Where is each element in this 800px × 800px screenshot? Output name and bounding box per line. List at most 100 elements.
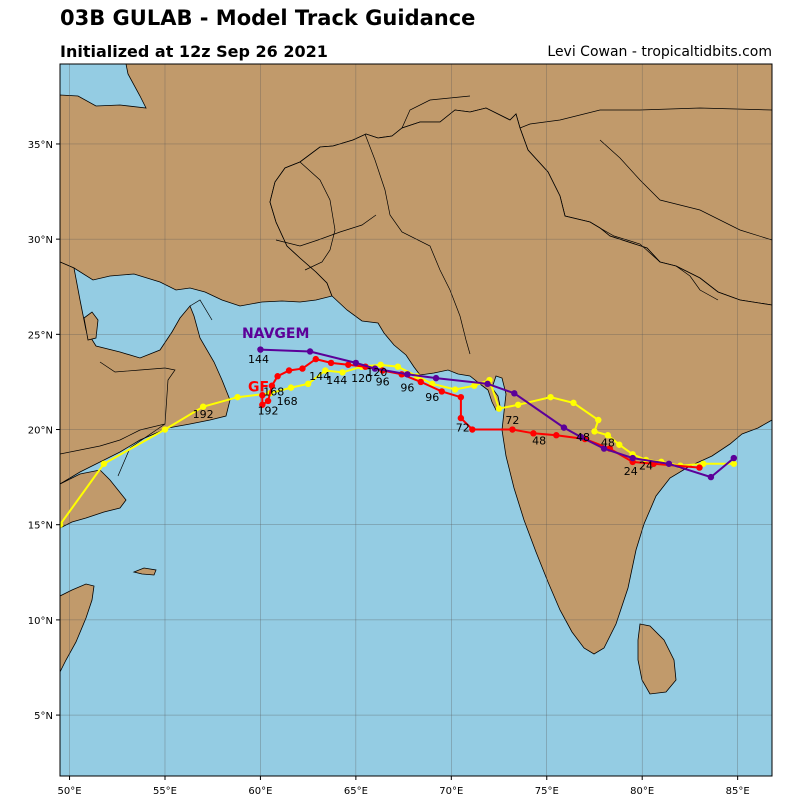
track-point (600, 445, 608, 452)
tick-label-lat: 30°N (28, 235, 53, 246)
track-point (60, 521, 64, 528)
track-point (530, 430, 537, 437)
track-point (560, 424, 568, 431)
model-tracks (60, 346, 738, 528)
forecast-hour-label: 144 (326, 374, 347, 387)
tick-label-lon: 65°E (344, 786, 368, 797)
forecast-hour-label: 168 (263, 385, 284, 398)
track-point (457, 393, 465, 401)
track-point (268, 382, 276, 389)
track-point (469, 426, 476, 433)
tick-label-lon: 50°E (58, 786, 82, 797)
track-point (371, 365, 379, 372)
forecast-hour-label: 192 (258, 404, 279, 417)
tick-label-lat: 5°N (34, 711, 53, 722)
track-point (306, 348, 314, 355)
axis-ticks: 50°E 55°E 60°E 65°E 70°E 75°E 80°E 85°E 5°N 10°N 1… (28, 140, 750, 797)
track-point (377, 361, 384, 368)
init-time: Initialized at 12z Sep 26 2021 (60, 42, 328, 61)
track-point (274, 373, 281, 380)
track-point (327, 359, 335, 367)
track-point (322, 367, 329, 374)
forecast-hour-label: 144 (248, 353, 269, 366)
track-point (514, 401, 522, 408)
track-point (438, 388, 445, 395)
track-point (595, 416, 602, 424)
forecast-hour-label: 24 (624, 465, 638, 478)
track-point (100, 460, 108, 467)
track-point (161, 426, 169, 433)
track-point (604, 432, 612, 439)
map-frame (59, 63, 773, 777)
forecast-hour-label: 192 (193, 408, 214, 421)
track-point (484, 380, 491, 388)
forecast-hour-label: 48 (576, 431, 590, 444)
tick-label-lat: 25°N (28, 330, 53, 341)
track-1 (259, 355, 703, 471)
track-point (629, 454, 636, 462)
land-sri-lanka (637, 623, 677, 695)
track-point (417, 378, 424, 386)
forecast-hour-label: 120 (351, 372, 372, 385)
tick-label-lon: 60°E (248, 786, 272, 797)
tick-label-lon: 55°E (153, 786, 177, 797)
track-point (570, 399, 577, 407)
tick-label-lon: 75°E (535, 786, 559, 797)
track-point (264, 397, 272, 405)
track-point (509, 426, 516, 433)
track-point (257, 346, 264, 353)
track-point (511, 390, 518, 397)
track-point (299, 365, 306, 372)
track-point (730, 454, 738, 462)
track-point (285, 367, 293, 374)
tick-label-lat: 35°N (28, 140, 53, 151)
land-oman (60, 261, 231, 485)
forecast-hour-label: 168 (277, 395, 298, 408)
track-point (547, 393, 554, 401)
land-qatar (83, 311, 99, 341)
tick-label-lon: 80°E (630, 786, 654, 797)
track-point (312, 355, 319, 363)
track-point (404, 371, 411, 378)
tick-label-lat: 20°N (28, 426, 53, 437)
track-point (394, 363, 402, 370)
tick-label-lon: 70°E (439, 786, 463, 797)
track-point (345, 361, 352, 368)
forecast-hour-label: 96 (376, 376, 390, 389)
forecast-hour-label: 96 (400, 381, 414, 394)
forecast-hour-label: 72 (456, 421, 470, 434)
tick-label-lat: 10°N (28, 616, 53, 627)
country-borders (60, 95, 772, 477)
land-socotra (132, 567, 157, 576)
map-title: 03B GULAB - Model Track Guidance (60, 6, 476, 30)
land-somalia (60, 583, 95, 673)
tick-label-lon: 85°E (726, 786, 750, 797)
track-point (696, 464, 703, 471)
track-point (259, 401, 266, 408)
forecast-hour-label: 72 (505, 414, 519, 427)
forecast-hour-label: 144 (309, 370, 330, 383)
land-horn-africa (60, 469, 127, 529)
forecast-hour-label: 24 (639, 459, 653, 472)
forecast-hour-label: 48 (532, 435, 546, 448)
forecast-hour-label: 48 (601, 437, 615, 450)
credit-text: Levi Cowan - tropicaltidbits.com (547, 44, 772, 60)
track-point (304, 380, 312, 388)
track-point (616, 441, 623, 448)
track-point (451, 386, 459, 393)
track-0 (60, 361, 738, 528)
track-point (730, 460, 738, 467)
track-point (234, 393, 241, 401)
track-point (287, 384, 295, 391)
track-point (432, 374, 440, 382)
land-india (269, 107, 772, 655)
track-point (591, 428, 598, 435)
track-point (665, 460, 673, 467)
model-name-label: GF (248, 379, 269, 395)
lat-lon-grid (60, 64, 772, 776)
track-point (339, 369, 346, 376)
track-point (707, 473, 715, 481)
forecast-hour-label: 96 (425, 391, 439, 404)
